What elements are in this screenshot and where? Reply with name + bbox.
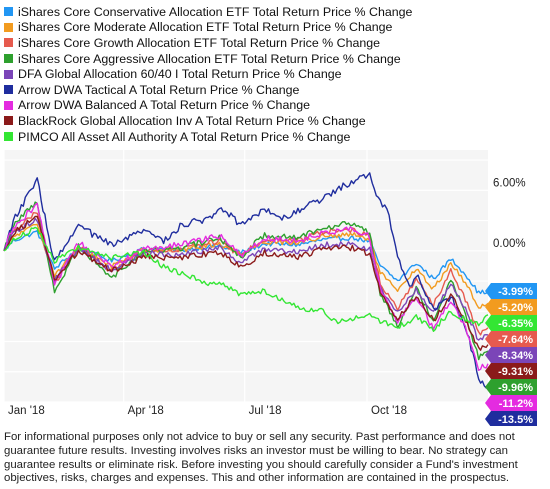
- legend-label: PIMCO All Asset All Authority A Total Re…: [18, 129, 351, 144]
- legend-label: DFA Global Allocation 60/40 I Total Retu…: [18, 67, 342, 82]
- legend-swatch: [4, 85, 13, 95]
- legend-label: iShares Core Moderate Allocation ETF Tot…: [18, 20, 393, 35]
- series-line: [3, 226, 489, 332]
- line-chart: 6.00%0.00% Jan '18 Apr '18 Jul '18 Oct '18 …: [3, 150, 537, 426]
- legend-label: iShares Core Growth Allocation ETF Total…: [18, 35, 381, 50]
- y-tick-label: 0.00%: [493, 238, 526, 250]
- legend-label: iShares Core Conservative Allocation ETF…: [18, 4, 413, 19]
- end-label-box: [485, 299, 537, 316]
- legend-label: Arrow DWA Balanced A Total Return Price …: [18, 98, 311, 113]
- end-label-box: [485, 395, 537, 412]
- end-label-box: [485, 283, 537, 300]
- legend-item: BlackRock Global Allocation Inv A Total …: [4, 113, 544, 129]
- legend-item: iShares Core Aggressive Allocation ETF T…: [4, 51, 544, 67]
- chart-legend: iShares Core Conservative Allocation ETF…: [4, 4, 544, 144]
- end-label-text: -7.64%: [498, 334, 533, 346]
- end-label-box: [485, 363, 537, 380]
- legend-swatch: [4, 38, 13, 48]
- legend-swatch: [4, 132, 13, 142]
- end-label-text: -8.34%: [498, 350, 533, 362]
- y-axis-ticks: 6.00% 0.00%: [493, 177, 526, 249]
- x-tick-label: Apr '18: [128, 405, 164, 417]
- disclaimer-text: For informational purposes only not advi…: [4, 431, 518, 485]
- end-label-text: -5.20%: [498, 302, 533, 314]
- end-label-box: [485, 379, 537, 396]
- x-tick-label: Oct '18: [371, 405, 407, 417]
- legend-swatch: [4, 116, 13, 126]
- x-tick-label: Jul '18: [249, 405, 282, 417]
- end-label-box: [485, 331, 537, 348]
- end-label-box: [485, 347, 537, 364]
- end-label-box: [485, 411, 537, 426]
- legend-item: iShares Core Conservative Allocation ETF…: [4, 4, 544, 20]
- legend-swatch: [4, 100, 13, 110]
- end-label-text: -13.5%: [498, 414, 533, 426]
- end-value-labels: -3.99% -5.20% -6.35% -7.64% -8.34% -9.31% -9.9…: [485, 283, 537, 426]
- legend-swatch: [4, 22, 13, 32]
- end-label-text: -9.96%: [498, 382, 533, 394]
- series-lines: [3, 172, 489, 389]
- plot-area: [4, 150, 488, 402]
- end-label-text: -9.31%: [498, 366, 533, 378]
- series-line: [3, 215, 489, 351]
- legend-swatch: [4, 7, 13, 17]
- legend-label: BlackRock Global Allocation Inv A Total …: [18, 113, 366, 128]
- x-axis-ticks: Jan '18 Apr '18 Jul '18 Oct '18: [8, 405, 407, 417]
- legend-item: Arrow DWA Tactical A Total Return Price …: [4, 82, 544, 98]
- end-label-text: -6.35%: [498, 318, 533, 330]
- legend-item: iShares Core Growth Allocation ETF Total…: [4, 35, 544, 51]
- legend-swatch: [4, 54, 13, 64]
- x-tick-label: Jan '18: [8, 405, 45, 417]
- legend-label: iShares Core Aggressive Allocation ETF T…: [18, 51, 401, 66]
- legend-item: PIMCO All Asset All Authority A Total Re…: [4, 129, 544, 145]
- y-tick-label: 6.00%: [493, 177, 526, 189]
- legend-label: Arrow DWA Tactical A Total Return Price …: [18, 82, 300, 97]
- series-line: [3, 217, 489, 341]
- end-label-text: -3.99%: [498, 286, 533, 298]
- legend-item: iShares Core Moderate Allocation ETF Tot…: [4, 20, 544, 36]
- end-label-box: [485, 315, 537, 332]
- legend-item: Arrow DWA Balanced A Total Return Price …: [4, 98, 544, 114]
- series-line: [3, 172, 489, 389]
- end-label-text: -11.2%: [499, 398, 533, 410]
- legend-item: DFA Global Allocation 60/40 I Total Retu…: [4, 66, 544, 82]
- legend-swatch: [4, 69, 13, 79]
